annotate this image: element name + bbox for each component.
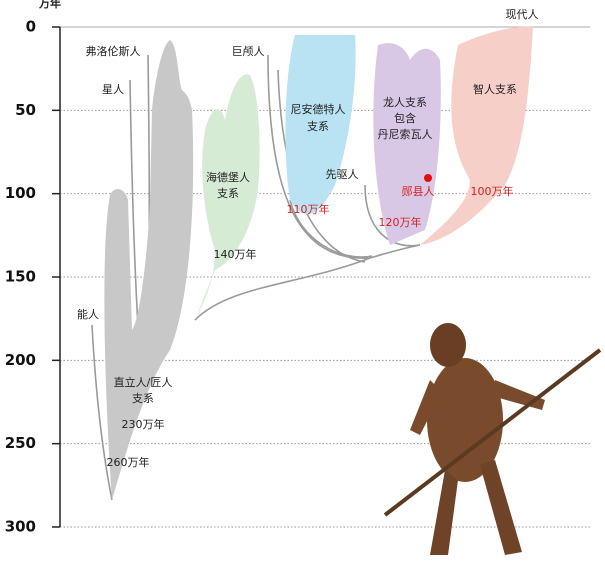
hominin-figure bbox=[383, 323, 602, 555]
age-label: 140万年 bbox=[214, 247, 257, 261]
y-tick-label: 300 bbox=[5, 518, 36, 536]
label: 尼安德特人 bbox=[291, 102, 346, 116]
label: 支系 bbox=[217, 187, 239, 200]
yunxian-dot bbox=[424, 174, 432, 182]
label: 先驱人 bbox=[326, 168, 359, 181]
label: 智人支系 bbox=[473, 82, 517, 96]
age-label: 100万年 bbox=[471, 184, 514, 198]
label: 龙人支系 bbox=[383, 96, 427, 109]
dragon-clade bbox=[373, 43, 441, 245]
y-tick-label: 200 bbox=[5, 351, 36, 369]
age-label: 260万年 bbox=[107, 455, 150, 469]
neanderthal-clade bbox=[285, 35, 356, 215]
y-tick-label: 0 bbox=[26, 18, 36, 36]
branches bbox=[91, 54, 421, 501]
label: 现代人 bbox=[506, 8, 539, 21]
erectus-clade bbox=[104, 40, 194, 500]
label: 郧县人 bbox=[402, 185, 435, 198]
y-tick-label: 100 bbox=[5, 184, 36, 202]
label: 弗洛伦斯人 bbox=[86, 44, 141, 58]
y-tick-label: 50 bbox=[15, 101, 36, 119]
label: 海德堡人 bbox=[206, 170, 250, 184]
label: 支系 bbox=[307, 120, 329, 133]
label: 支系 bbox=[132, 392, 154, 405]
label: 星人 bbox=[102, 83, 124, 96]
label: 丹尼索瓦人 bbox=[378, 127, 433, 141]
label: 巨颅人 bbox=[232, 45, 265, 58]
sapiens-clade bbox=[420, 26, 533, 245]
label: 包含 bbox=[394, 111, 416, 125]
label: 能人 bbox=[77, 307, 99, 321]
y-tick-label: 250 bbox=[5, 434, 36, 452]
label: 直立人/匠人 bbox=[114, 375, 173, 389]
axis-unit: 万年 bbox=[38, 0, 61, 10]
heidelberg-clade bbox=[195, 74, 260, 320]
y-tick-label: 150 bbox=[5, 268, 36, 286]
age-label: 230万年 bbox=[122, 417, 165, 431]
age-label: 110万年 bbox=[287, 202, 330, 216]
age-label: 120万年 bbox=[379, 215, 422, 229]
